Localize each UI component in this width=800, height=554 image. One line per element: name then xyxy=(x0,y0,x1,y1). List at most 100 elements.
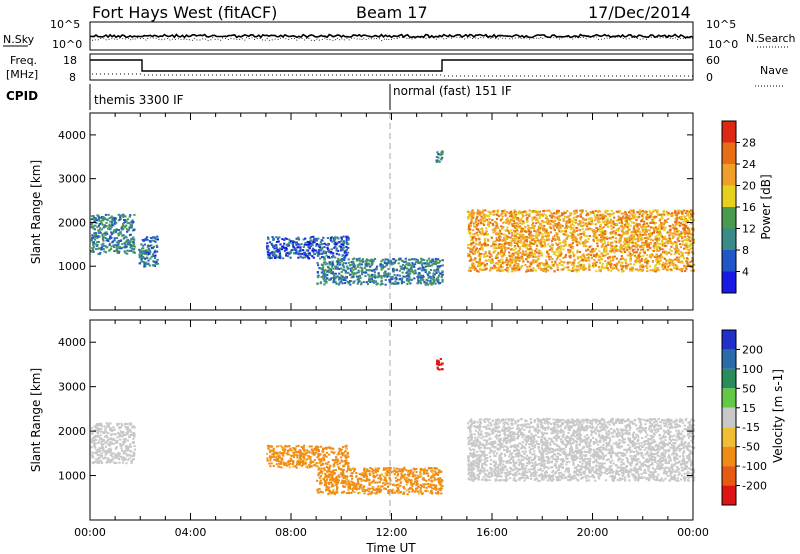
data-cell xyxy=(625,230,628,233)
data-cell xyxy=(543,224,546,227)
data-cell xyxy=(540,252,543,255)
data-cell xyxy=(123,450,126,453)
data-cell xyxy=(519,219,522,222)
data-cell xyxy=(102,244,105,247)
data-cell xyxy=(680,216,683,219)
data-cell xyxy=(117,251,120,254)
data-cell xyxy=(541,244,544,247)
data-cell xyxy=(144,237,147,240)
data-cell xyxy=(613,240,616,243)
data-cell xyxy=(270,445,274,448)
data-cell xyxy=(656,249,659,252)
data-cell xyxy=(542,210,545,213)
data-cell xyxy=(487,210,490,213)
data-cell xyxy=(486,233,489,235)
data-cell xyxy=(645,210,648,213)
data-cell xyxy=(504,248,507,251)
data-cell xyxy=(592,250,595,253)
data-cell xyxy=(648,237,651,240)
data-cell xyxy=(268,255,272,258)
data-cell xyxy=(553,270,556,273)
data-cell xyxy=(91,451,94,454)
data-cell xyxy=(297,237,300,240)
data-cell xyxy=(523,236,526,239)
data-cell xyxy=(541,214,544,216)
data-cell xyxy=(383,275,386,278)
data-cell xyxy=(505,241,508,244)
data-cell xyxy=(519,234,522,237)
data-cell xyxy=(588,245,591,248)
data-cell xyxy=(606,252,609,255)
data-cell xyxy=(579,238,582,241)
data-cell xyxy=(606,267,609,270)
data-cell xyxy=(484,219,487,222)
data-cell xyxy=(131,222,134,225)
data-cell xyxy=(572,217,575,219)
data-cell xyxy=(573,236,576,239)
data-cell xyxy=(117,234,120,237)
data-cell xyxy=(683,239,686,241)
data-cell xyxy=(610,228,613,231)
data-cell xyxy=(470,220,473,223)
data-cell xyxy=(588,266,591,269)
data-cell xyxy=(656,231,659,234)
data-cell xyxy=(323,261,326,264)
data-cell xyxy=(103,425,106,428)
data-cell xyxy=(484,244,487,247)
data-cell xyxy=(424,265,427,268)
data-cell xyxy=(527,213,530,216)
data-cell xyxy=(642,246,645,249)
data-cell xyxy=(556,232,559,235)
data-cell xyxy=(609,263,612,266)
data-cell xyxy=(484,231,487,234)
data-cell xyxy=(98,216,101,219)
data-cell xyxy=(489,269,492,272)
data-cell xyxy=(300,451,303,454)
data-cell xyxy=(686,246,689,249)
data-cell xyxy=(105,461,108,464)
data-cell xyxy=(326,274,329,276)
data-cell xyxy=(467,269,470,272)
data-cell xyxy=(402,281,406,284)
data-cell xyxy=(640,234,643,236)
data-cell xyxy=(350,267,353,270)
data-cell xyxy=(667,268,670,271)
data-cell xyxy=(291,463,294,466)
data-cell xyxy=(652,244,656,247)
data-cell xyxy=(116,249,119,252)
data-cell xyxy=(593,236,596,239)
data-cell xyxy=(349,283,352,286)
data-cell xyxy=(653,215,656,218)
data-cell xyxy=(632,227,635,230)
data-cell xyxy=(92,227,95,230)
data-cell xyxy=(311,452,314,455)
data-cell xyxy=(633,260,637,263)
data-cell xyxy=(481,211,484,214)
data-cell xyxy=(340,257,343,260)
data-cell xyxy=(670,268,673,271)
data-cell xyxy=(334,272,337,275)
data-cell xyxy=(614,232,617,235)
data-cell xyxy=(433,262,436,265)
data-cell xyxy=(600,245,604,248)
data-cell xyxy=(682,255,685,258)
data-cell xyxy=(338,245,341,248)
data-cell xyxy=(656,209,659,212)
data-cell xyxy=(604,211,607,214)
data-cell xyxy=(660,253,663,256)
data-cell xyxy=(339,240,343,243)
data-cell xyxy=(325,462,328,465)
data-cell xyxy=(132,251,135,254)
data-cell xyxy=(355,275,359,278)
data-cell xyxy=(550,216,553,219)
data-cell xyxy=(613,264,616,266)
data-cell xyxy=(108,242,112,245)
data-cell xyxy=(352,265,355,268)
data-cell xyxy=(328,251,331,253)
data-cell xyxy=(109,236,112,239)
data-cell xyxy=(470,215,473,217)
data-cell xyxy=(299,255,302,258)
data-cell xyxy=(339,259,342,262)
data-cell xyxy=(484,250,487,253)
data-cell xyxy=(97,218,100,221)
